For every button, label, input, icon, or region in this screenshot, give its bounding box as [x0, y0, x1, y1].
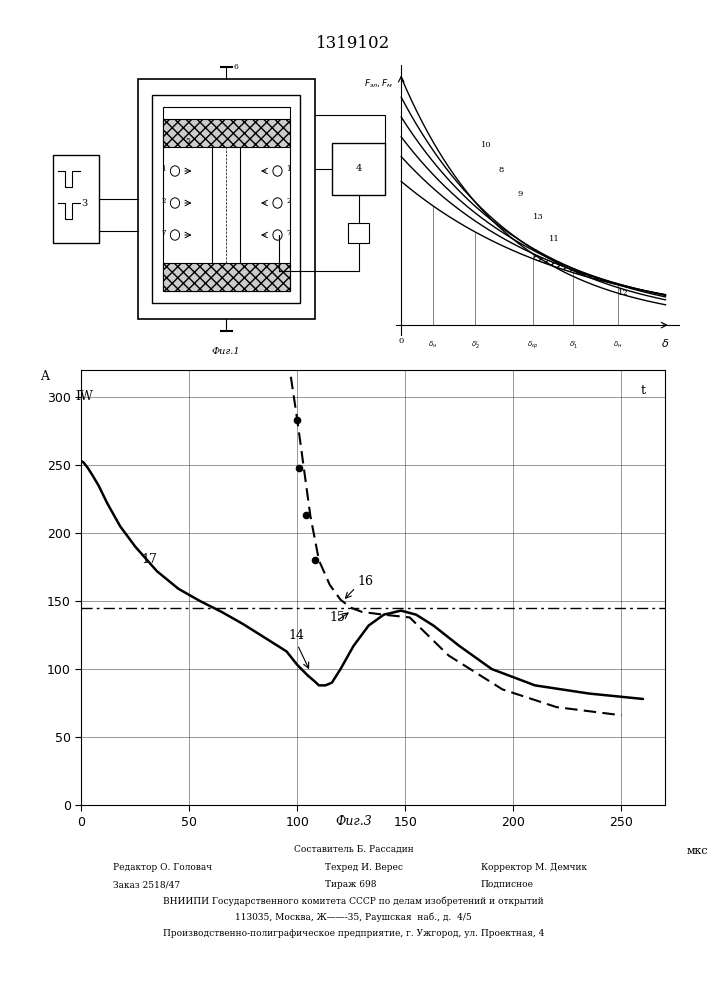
Text: 6: 6: [233, 63, 238, 71]
Text: 13: 13: [533, 213, 544, 221]
Bar: [163, 119, 290, 147]
Text: Производственно-полиграфическое предприятие, г. Ужгород, ул. Проектная, 4: Производственно-полиграфическое предприя…: [163, 929, 544, 938]
Text: A: A: [40, 370, 49, 383]
Text: 14: 14: [288, 629, 305, 642]
Text: 1: 1: [286, 165, 291, 173]
Text: 16: 16: [358, 575, 374, 588]
Text: $F_{эл}, F_м$: $F_{эл}, F_м$: [364, 77, 393, 90]
Text: 12: 12: [618, 289, 629, 297]
Text: 11: 11: [549, 235, 560, 243]
Text: Корректор М. Демчик: Корректор М. Демчик: [481, 863, 587, 872]
Text: 3: 3: [82, 198, 88, 208]
Text: Фиг.2: Фиг.2: [523, 381, 551, 390]
Text: 5: 5: [185, 137, 189, 145]
Text: $\delta_2'$: $\delta_2'$: [471, 340, 479, 352]
Text: t: t: [641, 384, 645, 397]
Text: 1: 1: [162, 165, 166, 173]
Text: 2: 2: [162, 197, 166, 205]
Text: ВНИИПИ Государственного комитета СССР по делам изобретений и открытий: ВНИИПИ Государственного комитета СССР по…: [163, 897, 544, 906]
Bar: [212, 147, 240, 263]
Text: Техред И. Верес: Техред И. Верес: [325, 863, 403, 872]
Text: IW: IW: [75, 390, 93, 403]
Text: 7: 7: [286, 229, 291, 237]
Bar: [332, 143, 385, 195]
Text: $\delta_{н}$: $\delta_{н}$: [428, 340, 438, 350]
Text: 10: 10: [481, 141, 491, 149]
Text: 9: 9: [518, 190, 523, 198]
Text: Редактор О. Головач: Редактор О. Головач: [113, 863, 212, 872]
Bar: [152, 95, 300, 303]
Text: 15: 15: [329, 611, 346, 624]
Text: Заказ 2518/47: Заказ 2518/47: [113, 880, 180, 889]
Bar: [349, 223, 370, 243]
Text: 113035, Москва, Ж——-35, Раушская  наб., д.  4/5: 113035, Москва, Ж——-35, Раушская наб., д…: [235, 913, 472, 922]
Text: Подписное: Подписное: [481, 880, 534, 889]
Text: $\delta_{н}$: $\delta_{н}$: [613, 340, 623, 350]
Text: Составитель Б. Рассадин: Составитель Б. Рассадин: [293, 845, 414, 854]
Text: 8: 8: [499, 166, 504, 174]
Text: 2: 2: [286, 197, 291, 205]
Text: Тираж 698: Тираж 698: [325, 880, 377, 889]
Bar: [163, 107, 290, 291]
Text: 17: 17: [142, 553, 158, 566]
Text: $\delta_1'$: $\delta_1'$: [568, 340, 578, 352]
Text: Фиг.3: Фиг.3: [335, 815, 372, 828]
Text: 0: 0: [399, 337, 404, 345]
Text: 4: 4: [356, 164, 362, 173]
Text: мкс: мкс: [686, 846, 707, 856]
Text: 1319102: 1319102: [316, 35, 391, 52]
Text: 7: 7: [162, 229, 166, 237]
Bar: [53, 155, 99, 243]
Text: $\delta$: $\delta$: [661, 337, 670, 349]
Text: Фиг.1: Фиг.1: [212, 347, 240, 356]
Text: $\delta_{ср}$: $\delta_{ср}$: [527, 340, 539, 351]
Bar: [163, 263, 290, 291]
Bar: [138, 79, 315, 319]
